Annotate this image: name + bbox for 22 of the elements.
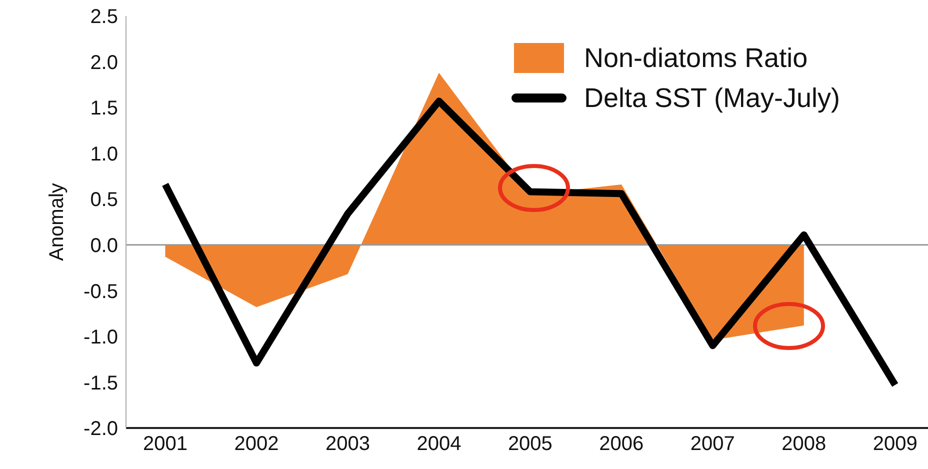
y-tick-label: 0.5 xyxy=(90,189,118,212)
x-tick-label: 2007 xyxy=(690,433,735,456)
y-axis-title: Anomaly xyxy=(46,183,68,261)
y-tick-label: 2.0 xyxy=(90,52,118,74)
y-tick-label: -0.5 xyxy=(84,280,118,303)
x-tick-label: 2008 xyxy=(782,433,826,456)
x-tick-label: 2005 xyxy=(508,433,552,456)
legend-label: Non-diatoms Ratio xyxy=(584,42,808,74)
x-tick-label: 2009 xyxy=(872,433,918,456)
y-tick-label: 2.5 xyxy=(90,6,118,28)
y-tick-label: -1.5 xyxy=(84,372,118,394)
x-tick-label: 2006 xyxy=(599,433,644,456)
y-tick-label: 1.0 xyxy=(90,143,118,166)
legend-label: Delta SST (May-July) xyxy=(584,82,840,114)
x-tick-label: 2002 xyxy=(234,433,279,456)
y-tick-label: -1.0 xyxy=(84,326,118,349)
y-tick-label: -2.0 xyxy=(84,418,118,440)
y-tick-label: 0.0 xyxy=(90,234,118,257)
x-tick-label: 2003 xyxy=(325,433,370,456)
x-tick-label: 2001 xyxy=(142,433,188,456)
x-tick-label: 2004 xyxy=(416,433,462,456)
y-tick-label: 1.5 xyxy=(90,98,118,120)
